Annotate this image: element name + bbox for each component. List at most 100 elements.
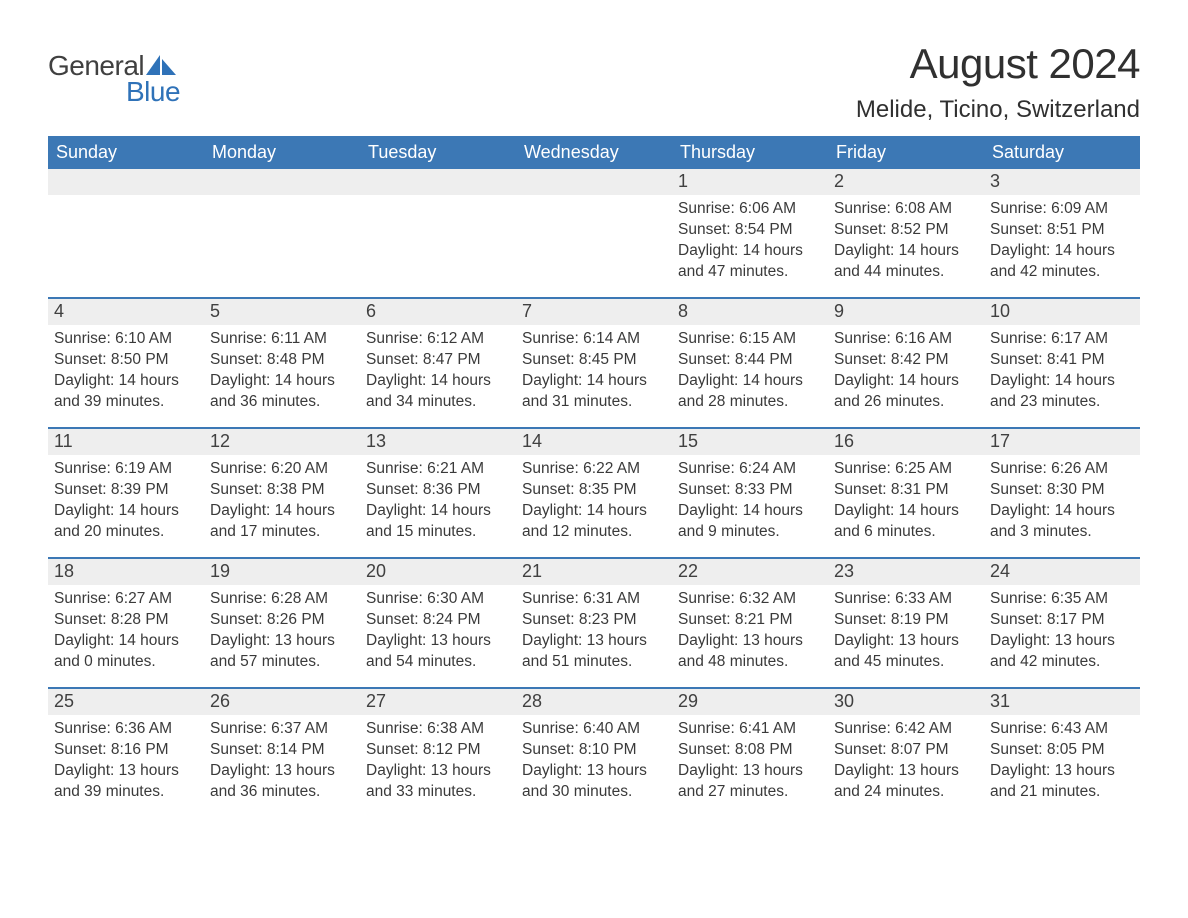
- daylight-text: Daylight: 14 hours and 47 minutes.: [678, 241, 822, 283]
- sunrise-text: Sunrise: 6:10 AM: [54, 329, 198, 350]
- day-number: 9: [828, 299, 984, 325]
- day-cell: 31 Sunrise: 6:43 AMSunset: 8:05 PMDayligh…: [984, 689, 1140, 817]
- day-number: 19: [204, 559, 360, 585]
- week-row: 25Sunrise: 6:36 AMSunset: 8:16 PMDayligh…: [48, 687, 1140, 817]
- daylight-text: Daylight: 14 hours and 12 minutes.: [522, 501, 666, 543]
- sunset-text: Sunset: 8:52 PM: [834, 220, 978, 241]
- sunrise-text: Sunrise: 6:16 AM: [834, 329, 978, 350]
- day-number: 13: [360, 429, 516, 455]
- daylight-text: Daylight: 13 hours and 39 minutes.: [54, 761, 198, 803]
- day-details: Sunrise: 6:22 AMSunset: 8:35 PMDaylight:…: [516, 455, 672, 543]
- daylight-text: Daylight: 14 hours and 23 minutes.: [990, 371, 1134, 413]
- day-cell: 12Sunrise: 6:20 AMSunset: 8:38 PMDayligh…: [204, 429, 360, 557]
- day-number: [360, 169, 516, 195]
- day-details: Sunrise: 6:41 AMSunset: 8:08 PMDaylight:…: [672, 715, 828, 803]
- week-row: 4Sunrise: 6:10 AMSunset: 8:50 PMDaylight…: [48, 297, 1140, 427]
- day-details: Sunrise: 6:26 AMSunset: 8:30 PMDaylight:…: [984, 455, 1140, 543]
- weekday-header: Wednesday: [516, 136, 672, 169]
- daylight-text: Daylight: 14 hours and 39 minutes.: [54, 371, 198, 413]
- sunset-text: Sunset: 8:38 PM: [210, 480, 354, 501]
- sunset-text: Sunset: 8:44 PM: [678, 350, 822, 371]
- sunset-text: Sunset: 8:05 PM: [990, 740, 1134, 761]
- sunrise-text: Sunrise: 6:26 AM: [990, 459, 1134, 480]
- sunset-text: Sunset: 8:23 PM: [522, 610, 666, 631]
- sunset-text: Sunset: 8:39 PM: [54, 480, 198, 501]
- day-number: 31: [984, 689, 1140, 715]
- day-number: 2: [828, 169, 984, 195]
- sunrise-text: Sunrise: 6:43 AM: [990, 719, 1134, 740]
- daylight-text: Daylight: 13 hours and 51 minutes.: [522, 631, 666, 673]
- weekday-header: Friday: [828, 136, 984, 169]
- day-cell: [204, 169, 360, 297]
- day-details: Sunrise: 6:09 AMSunset: 8:51 PMDaylight:…: [984, 195, 1140, 283]
- day-cell: 6Sunrise: 6:12 AMSunset: 8:47 PMDaylight…: [360, 299, 516, 427]
- daylight-text: Daylight: 13 hours and 36 minutes.: [210, 761, 354, 803]
- day-details: Sunrise: 6:33 AMSunset: 8:19 PMDaylight:…: [828, 585, 984, 673]
- weekday-header: Tuesday: [360, 136, 516, 169]
- sunset-text: Sunset: 8:36 PM: [366, 480, 510, 501]
- day-cell: 26Sunrise: 6:37 AMSunset: 8:14 PMDayligh…: [204, 689, 360, 817]
- day-details: Sunrise: 6:06 AMSunset: 8:54 PMDaylight:…: [672, 195, 828, 283]
- day-cell: 19Sunrise: 6:28 AMSunset: 8:26 PMDayligh…: [204, 559, 360, 687]
- day-details: Sunrise: 6:08 AMSunset: 8:52 PMDaylight:…: [828, 195, 984, 283]
- sunrise-text: Sunrise: 6:11 AM: [210, 329, 354, 350]
- sunrise-text: Sunrise: 6:21 AM: [366, 459, 510, 480]
- sunrise-text: Sunrise: 6:40 AM: [522, 719, 666, 740]
- day-cell: 11Sunrise: 6:19 AMSunset: 8:39 PMDayligh…: [48, 429, 204, 557]
- day-cell: 3Sunrise: 6:09 AMSunset: 8:51 PMDaylight…: [984, 169, 1140, 297]
- sunrise-text: Sunrise: 6:32 AM: [678, 589, 822, 610]
- day-cell: 22Sunrise: 6:32 AMSunset: 8:21 PMDayligh…: [672, 559, 828, 687]
- day-details: Sunrise: 6:31 AMSunset: 8:23 PMDaylight:…: [516, 585, 672, 673]
- day-details: Sunrise: 6:35 AMSunset: 8:17 PMDaylight:…: [984, 585, 1140, 673]
- weekday-header: Saturday: [984, 136, 1140, 169]
- daylight-text: Daylight: 14 hours and 36 minutes.: [210, 371, 354, 413]
- daylight-text: Daylight: 14 hours and 15 minutes.: [366, 501, 510, 543]
- day-cell: 23Sunrise: 6:33 AMSunset: 8:19 PMDayligh…: [828, 559, 984, 687]
- daylight-text: Daylight: 14 hours and 0 minutes.: [54, 631, 198, 673]
- day-number: 22: [672, 559, 828, 585]
- calendar: Sunday Monday Tuesday Wednesday Thursday…: [48, 136, 1140, 817]
- weekday-header: Sunday: [48, 136, 204, 169]
- day-cell: 10Sunrise: 6:17 AMSunset: 8:41 PMDayligh…: [984, 299, 1140, 427]
- week-row: 11Sunrise: 6:19 AMSunset: 8:39 PMDayligh…: [48, 427, 1140, 557]
- weekday-header: Thursday: [672, 136, 828, 169]
- daylight-text: Daylight: 13 hours and 24 minutes.: [834, 761, 978, 803]
- sunrise-text: Sunrise: 6:17 AM: [990, 329, 1134, 350]
- day-details: Sunrise: 6:32 AMSunset: 8:21 PMDaylight:…: [672, 585, 828, 673]
- sunrise-text: Sunrise: 6:08 AM: [834, 199, 978, 220]
- sunset-text: Sunset: 8:24 PM: [366, 610, 510, 631]
- day-number: 6: [360, 299, 516, 325]
- day-details: Sunrise: 6:20 AMSunset: 8:38 PMDaylight:…: [204, 455, 360, 543]
- day-cell: 18Sunrise: 6:27 AMSunset: 8:28 PMDayligh…: [48, 559, 204, 687]
- day-number: [204, 169, 360, 195]
- sunrise-text: Sunrise: 6:36 AM: [54, 719, 198, 740]
- weekday-header: Monday: [204, 136, 360, 169]
- daylight-text: Daylight: 13 hours and 48 minutes.: [678, 631, 822, 673]
- day-details: Sunrise: 6:19 AMSunset: 8:39 PMDaylight:…: [48, 455, 204, 543]
- sunrise-text: Sunrise: 6:25 AM: [834, 459, 978, 480]
- day-number: 5: [204, 299, 360, 325]
- daylight-text: Daylight: 13 hours and 21 minutes.: [990, 761, 1134, 803]
- sunrise-text: Sunrise: 6:33 AM: [834, 589, 978, 610]
- sunset-text: Sunset: 8:12 PM: [366, 740, 510, 761]
- day-cell: 17Sunrise: 6:26 AMSunset: 8:30 PMDayligh…: [984, 429, 1140, 557]
- sunset-text: Sunset: 8:26 PM: [210, 610, 354, 631]
- day-cell: 30Sunrise: 6:42 AMSunset: 8:07 PMDayligh…: [828, 689, 984, 817]
- day-number: 18: [48, 559, 204, 585]
- sunset-text: Sunset: 8:50 PM: [54, 350, 198, 371]
- sunset-text: Sunset: 8:14 PM: [210, 740, 354, 761]
- day-number: 17: [984, 429, 1140, 455]
- day-number: 7: [516, 299, 672, 325]
- day-number: 1: [672, 169, 828, 195]
- daylight-text: Daylight: 13 hours and 45 minutes.: [834, 631, 978, 673]
- day-details: Sunrise: 6:38 AMSunset: 8:12 PMDaylight:…: [360, 715, 516, 803]
- sunrise-text: Sunrise: 6:30 AM: [366, 589, 510, 610]
- sunrise-text: Sunrise: 6:15 AM: [678, 329, 822, 350]
- day-number: 14: [516, 429, 672, 455]
- week-row: 18Sunrise: 6:27 AMSunset: 8:28 PMDayligh…: [48, 557, 1140, 687]
- daylight-text: Daylight: 14 hours and 31 minutes.: [522, 371, 666, 413]
- daylight-text: Daylight: 14 hours and 3 minutes.: [990, 501, 1134, 543]
- day-number: 12: [204, 429, 360, 455]
- sunset-text: Sunset: 8:41 PM: [990, 350, 1134, 371]
- sunrise-text: Sunrise: 6:27 AM: [54, 589, 198, 610]
